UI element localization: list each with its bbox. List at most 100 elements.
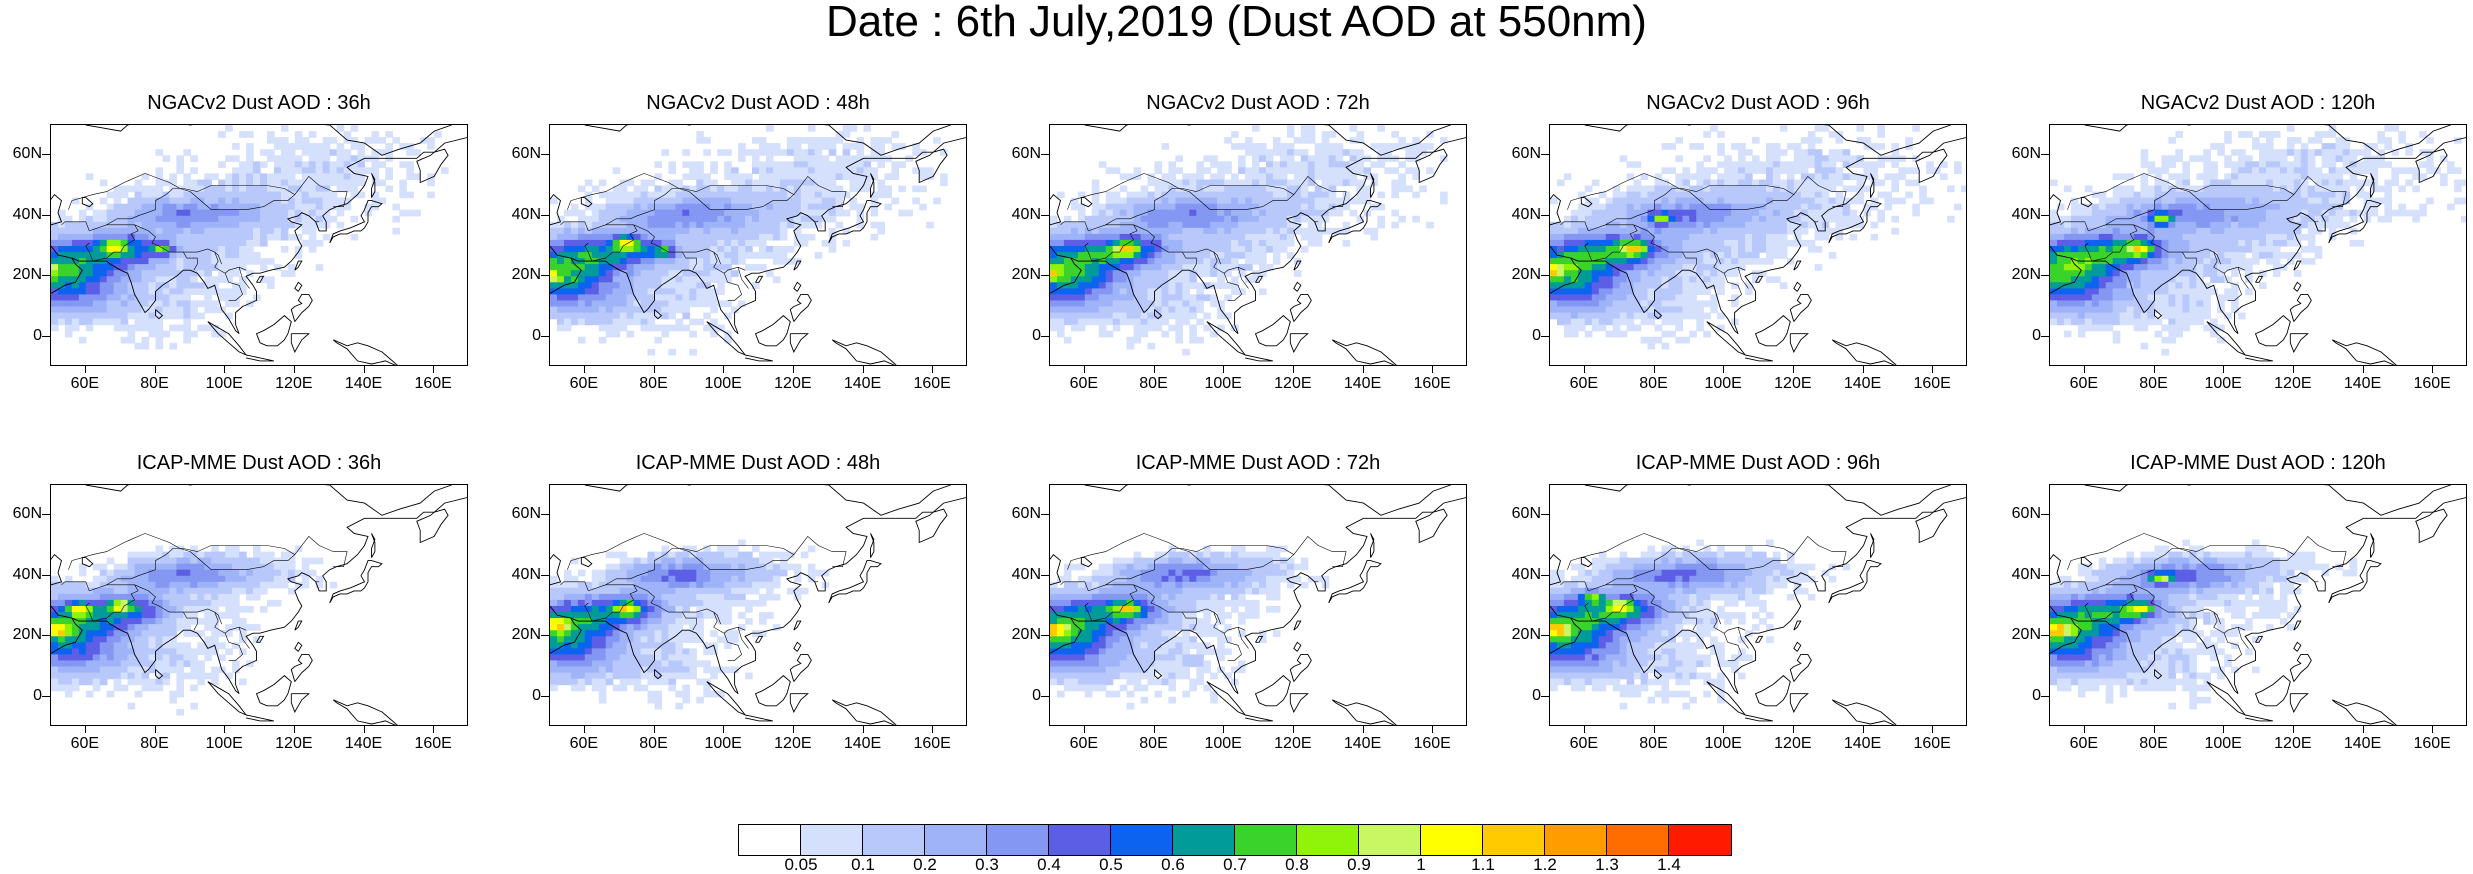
aod-cell — [689, 300, 697, 308]
aod-cell — [1314, 161, 1323, 168]
aod-cell — [619, 300, 628, 308]
aod-cell — [1182, 318, 1190, 326]
aod-cell — [2182, 294, 2190, 302]
aod-cell — [315, 173, 324, 180]
aod-cell — [557, 246, 565, 253]
aod-cell — [2119, 246, 2128, 253]
aod-cell — [1210, 300, 1218, 308]
aod-cell — [1856, 191, 1865, 199]
aod-cell — [1084, 246, 1093, 253]
aod-cell — [1168, 264, 1176, 271]
aod-cell — [2070, 312, 2079, 320]
aod-cell — [710, 185, 718, 193]
aod-cell — [647, 215, 656, 223]
aod-cell — [253, 215, 261, 223]
aod-cell — [350, 125, 359, 132]
aod-cell — [1731, 264, 1739, 271]
aod-cell — [2070, 318, 2079, 326]
aod-cell — [1752, 167, 1760, 174]
aod-cell — [1612, 312, 1621, 320]
aod-cell — [2217, 258, 2225, 265]
aod-cell — [1426, 221, 1434, 229]
aod-cell — [752, 221, 760, 229]
aod-cell — [1717, 143, 1725, 150]
aod-cell — [148, 306, 157, 314]
aod-cell — [120, 324, 129, 332]
aod-cell — [1654, 300, 1663, 308]
aod-cell — [1314, 233, 1323, 241]
aod-cell — [2224, 191, 2232, 199]
aod-cell — [2098, 203, 2107, 211]
aod-cell — [1119, 197, 1128, 205]
aod-cell — [287, 233, 296, 241]
aod-cell — [1272, 161, 1281, 168]
aod-cell — [563, 282, 572, 289]
aod-cell — [759, 185, 767, 193]
aod-cell — [1154, 270, 1163, 277]
aod-cell — [1077, 282, 1086, 289]
aod-cell — [2091, 227, 2100, 235]
aod-cell — [1668, 270, 1676, 277]
aod-cell — [2259, 215, 2267, 223]
aod-cell — [696, 185, 704, 193]
aod-cell — [849, 173, 858, 180]
aod-cell — [766, 270, 774, 277]
lon-tick-label: 60E — [1069, 375, 1099, 392]
aod-cell — [260, 276, 268, 283]
aod-cell — [2196, 221, 2204, 229]
aod-cell — [550, 239, 558, 247]
aod-cell — [814, 197, 823, 205]
aod-cell — [772, 258, 781, 265]
aod-cell — [141, 264, 150, 271]
aod-cell — [1647, 300, 1656, 308]
aod-cell — [703, 179, 711, 187]
aod-cell — [106, 209, 115, 217]
aod-cell — [2091, 282, 2100, 289]
aod-cell — [176, 155, 184, 162]
aod-cell — [134, 227, 143, 235]
aod-cell — [1807, 246, 1816, 253]
aod-cell — [106, 288, 115, 295]
aod-cell — [287, 264, 296, 271]
aod-cell — [1626, 215, 1635, 223]
aod-cell — [2140, 288, 2149, 295]
aod-cell — [162, 252, 171, 259]
aod-cell — [1766, 209, 1774, 217]
aod-cell — [1563, 312, 1572, 320]
aod-cell — [563, 239, 572, 247]
aod-cell — [2252, 203, 2260, 211]
lat-tick-label: 40N — [12, 205, 42, 223]
aod-cell — [647, 276, 656, 283]
coastline — [290, 293, 313, 322]
aod-cell — [786, 191, 795, 199]
aod-cell — [120, 264, 129, 271]
aod-cell — [1626, 252, 1635, 259]
aod-cell — [371, 137, 380, 144]
aod-cell — [1175, 197, 1183, 205]
aod-cell — [2168, 221, 2176, 229]
aod-cell — [1759, 209, 1767, 217]
aod-cell — [1245, 264, 1253, 271]
aod-cell — [329, 191, 338, 199]
aod-cell — [668, 246, 676, 253]
aod-cell — [1175, 167, 1183, 174]
aod-cell — [1710, 246, 1718, 253]
aod-cell — [1098, 264, 1107, 271]
aod-cell — [1286, 227, 1295, 235]
aod-cell — [1126, 336, 1135, 344]
aod-cell — [1314, 191, 1323, 199]
aod-cell — [1696, 258, 1704, 265]
aod-cell — [661, 221, 670, 229]
aod-cell — [661, 330, 670, 338]
aod-cell — [162, 203, 171, 211]
aod-cell — [1654, 179, 1663, 187]
aod-cell — [1835, 233, 1844, 241]
border-line — [1293, 175, 1347, 207]
aod-cell — [169, 270, 177, 277]
aod-cell — [1293, 185, 1302, 193]
aod-cell — [2098, 252, 2107, 259]
aod-cell — [1738, 264, 1746, 271]
aod-cell — [1640, 252, 1649, 259]
aod-cell — [1786, 167, 1795, 174]
aod-cell — [1196, 185, 1204, 193]
